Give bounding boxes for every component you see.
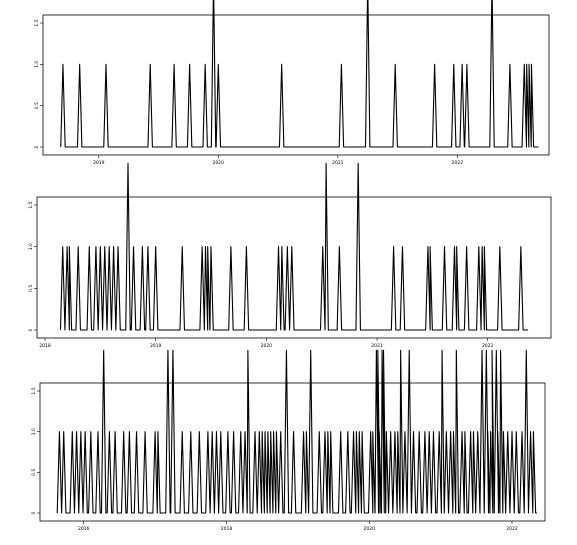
x-tick-label: 2022 <box>482 343 494 349</box>
y-tick-label: 1.0 <box>31 428 37 435</box>
x-tick-label: 2020 <box>261 343 273 349</box>
x-tick-label: 2016 <box>78 526 90 532</box>
plot-frame <box>42 14 550 156</box>
series-line-1 <box>60 0 539 148</box>
plot-frame <box>39 382 546 522</box>
y-tick-label: 1.5 <box>28 201 34 208</box>
y-tick-label: 0 <box>31 511 37 514</box>
plot-frame <box>36 196 552 339</box>
y-tick-label: 0.5 <box>34 102 40 109</box>
x-tick-label: 2018 <box>221 526 233 532</box>
chart-panel-1: 0 0.5 1.0 1.5 2019 2020 2021 2022 <box>34 0 550 166</box>
y-tick-label: 0.5 <box>28 285 34 292</box>
x-tick-label: 2018 <box>39 343 51 349</box>
x-tick-label: 2022 <box>506 526 518 532</box>
y-tick-label: 1.0 <box>34 61 40 68</box>
y-tick-label: 1.5 <box>31 387 37 394</box>
y-tick-label: 1.0 <box>28 243 34 250</box>
y-tick-label: 0 <box>34 145 40 148</box>
x-tick-label: 2019 <box>93 160 105 166</box>
series-line-1 <box>56 349 537 514</box>
y-tick-label: 1.5 <box>34 19 40 26</box>
chart-panel-3: 0 0.5 1.0 1.5 2016 2018 2020 2022 <box>31 349 546 532</box>
series-line-1 <box>59 162 529 331</box>
x-tick-label: 2021 <box>371 343 383 349</box>
x-tick-label: 2020 <box>213 160 225 166</box>
y-tick-label: 0 <box>28 328 34 331</box>
x-tick-label: 2019 <box>150 343 162 349</box>
y-tick-label: 0.5 <box>31 469 37 476</box>
chart-panel-2: 0 0.5 1.0 1.5 2018 2019 2020 2021 2022 <box>28 162 552 349</box>
x-tick-label: 2022 <box>452 160 464 166</box>
x-tick-label: 2021 <box>332 160 344 166</box>
x-tick-label: 2020 <box>364 526 376 532</box>
